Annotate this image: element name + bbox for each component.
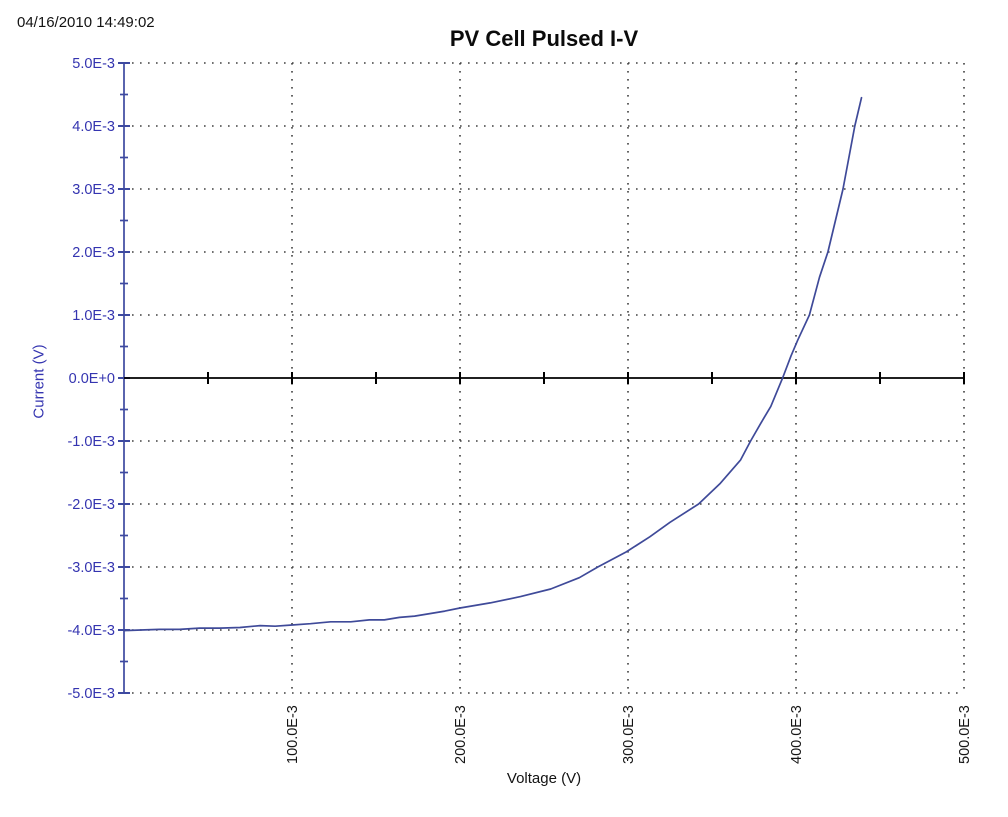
y-tick-label: 1.0E-3: [72, 308, 115, 324]
timestamp: 04/16/2010 14:49:02: [17, 14, 155, 31]
y-tick-label: 4.0E-3: [72, 119, 115, 135]
y-tick-label: -5.0E-3: [67, 686, 115, 702]
y-tick-label: -4.0E-3: [67, 623, 115, 639]
x-axis-title: Voltage (V): [506, 770, 582, 787]
x-tick-label: 200.0E-3: [453, 705, 469, 764]
x-tick-label: 500.0E-3: [957, 705, 973, 764]
y-tick-label: -3.0E-3: [67, 560, 115, 576]
x-tick-label: 400.0E-3: [789, 705, 805, 764]
y-tick-label: -2.0E-3: [67, 497, 115, 513]
y-tick-label: 0.0E+0: [69, 371, 115, 387]
x-tick-label: 300.0E-3: [621, 705, 637, 764]
y-tick-label: 5.0E-3: [72, 56, 115, 72]
iv-curve: [123, 96, 863, 632]
y-tick-label: -1.0E-3: [67, 434, 115, 450]
y-tick-label: 2.0E-3: [72, 245, 115, 261]
x-tick-label: 100.0E-3: [285, 705, 301, 764]
chart-title: PV Cell Pulsed I-V: [449, 26, 639, 51]
y-tick-label: 3.0E-3: [72, 182, 115, 198]
y-axis-title: Current (V): [30, 344, 48, 419]
